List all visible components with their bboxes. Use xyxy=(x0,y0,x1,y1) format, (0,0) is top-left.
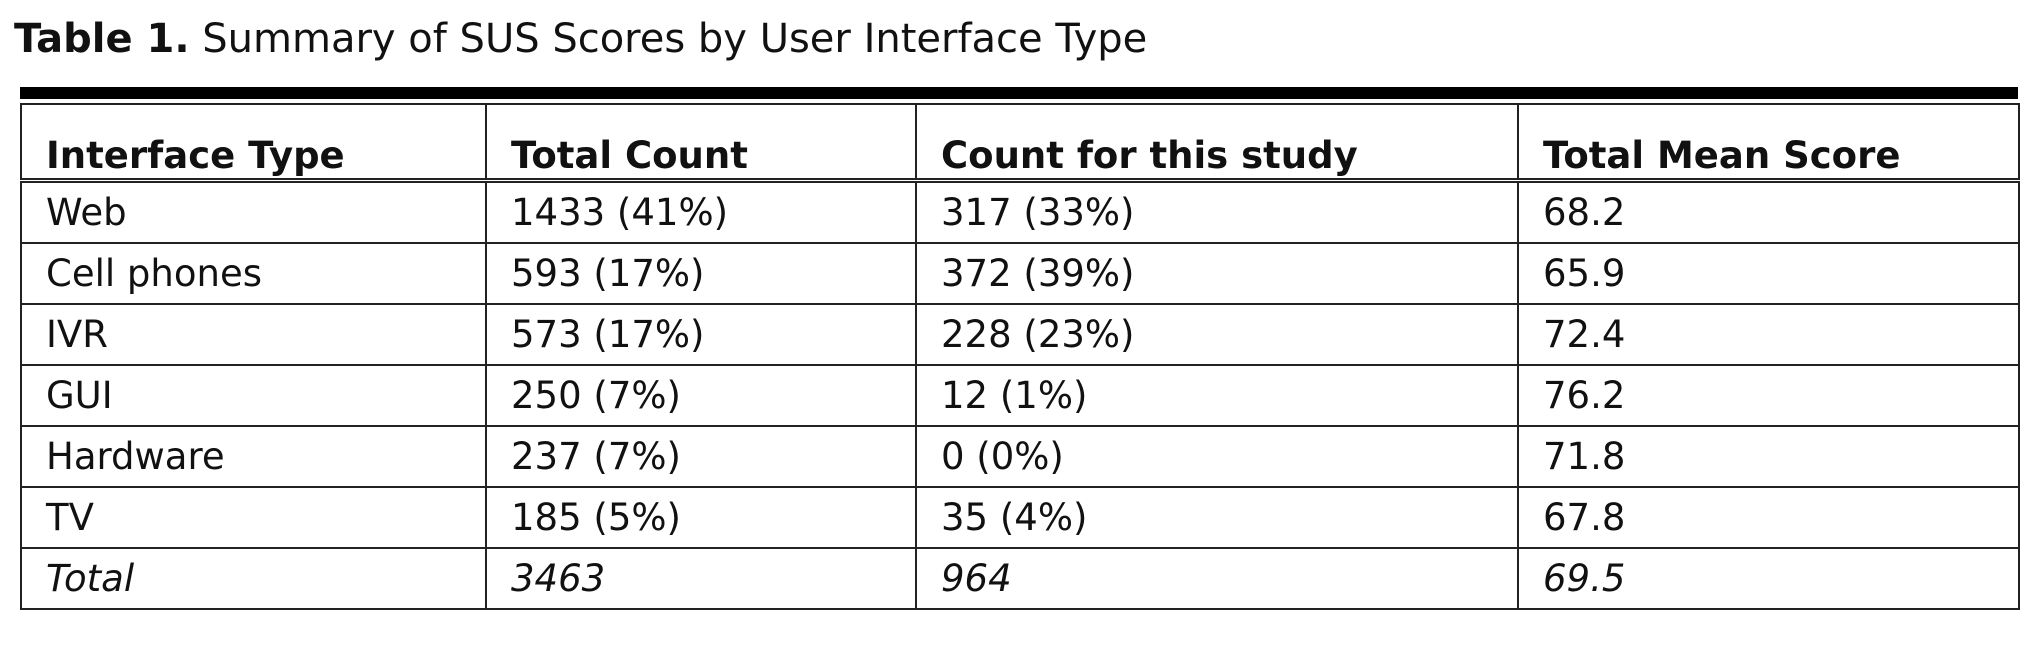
cell-total-count: 1433 (41%) xyxy=(485,179,917,244)
cell-interface-type: IVR xyxy=(20,303,487,366)
cell-count-for-this-study: 372 (39%) xyxy=(915,242,1519,305)
cell-interface-type: GUI xyxy=(20,364,487,427)
table-row: Web 1433 (41%) 317 (33%) 68.2 xyxy=(20,179,2020,244)
cell-interface-type: Hardware xyxy=(20,425,487,488)
cell-count-for-this-study: 317 (33%) xyxy=(915,179,1519,244)
total-mean-score: 69.5 xyxy=(1517,547,2020,610)
column-header-total-count: Total Count xyxy=(485,103,917,183)
sus-scores-table: Interface Type Total Count Count for thi… xyxy=(20,103,2020,610)
cell-total-mean-score: 71.8 xyxy=(1517,425,2020,488)
table-row: Hardware 237 (7%) 0 (0%) 71.8 xyxy=(20,425,2020,488)
cell-total-count: 250 (7%) xyxy=(485,364,917,427)
cell-total-mean-score: 72.4 xyxy=(1517,303,2020,366)
column-header-total-mean-score: Total Mean Score xyxy=(1517,103,2020,183)
table-caption: Table 1. Summary of SUS Scores by User I… xyxy=(14,10,1147,68)
table-row: IVR 573 (17%) 228 (23%) 72.4 xyxy=(20,303,2020,366)
cell-total-count: 237 (7%) xyxy=(485,425,917,488)
caption-text: Summary of SUS Scores by User Interface … xyxy=(202,16,1148,62)
cell-count-for-this-study: 228 (23%) xyxy=(915,303,1519,366)
header-row: Interface Type Total Count Count for thi… xyxy=(20,103,2020,183)
total-count-for-this-study: 964 xyxy=(915,547,1519,610)
cell-count-for-this-study: 0 (0%) xyxy=(915,425,1519,488)
cell-total-count: 593 (17%) xyxy=(485,242,917,305)
cell-total-mean-score: 68.2 xyxy=(1517,179,2020,244)
cell-total-mean-score: 65.9 xyxy=(1517,242,2020,305)
cell-total-count: 573 (17%) xyxy=(485,303,917,366)
cell-total-count: 185 (5%) xyxy=(485,486,917,549)
top-rule xyxy=(20,87,2018,99)
column-header-count-for-this-study: Count for this study xyxy=(915,103,1519,183)
caption-label: Table 1. xyxy=(14,16,190,62)
table-row: GUI 250 (7%) 12 (1%) 76.2 xyxy=(20,364,2020,427)
cell-interface-type: Web xyxy=(20,179,487,244)
total-label: Total xyxy=(20,547,487,610)
cell-total-mean-score: 67.8 xyxy=(1517,486,2020,549)
table-row: TV 185 (5%) 35 (4%) 67.8 xyxy=(20,486,2020,549)
cell-count-for-this-study: 35 (4%) xyxy=(915,486,1519,549)
total-count: 3463 xyxy=(485,547,917,610)
cell-count-for-this-study: 12 (1%) xyxy=(915,364,1519,427)
cell-interface-type: Cell phones xyxy=(20,242,487,305)
cell-total-mean-score: 76.2 xyxy=(1517,364,2020,427)
cell-interface-type: TV xyxy=(20,486,487,549)
table-row: Cell phones 593 (17%) 372 (39%) 65.9 xyxy=(20,242,2020,305)
column-header-interface-type: Interface Type xyxy=(20,103,487,183)
total-row: Total 3463 964 69.5 xyxy=(20,547,2020,610)
